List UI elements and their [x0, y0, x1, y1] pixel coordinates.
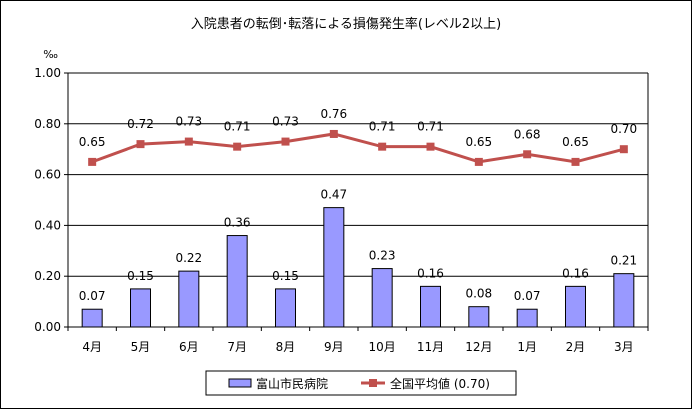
bar [226, 235, 248, 328]
line-marker [281, 137, 290, 146]
bar [275, 288, 296, 328]
bar [468, 306, 490, 328]
legend-bar-swatch [228, 378, 252, 388]
bar-series: 0.07 0.15 0.22 0.36 0.15 0.47 0.23 0.16 0.08 0.07… [79, 188, 637, 328]
y-tick-label: 1.00 [34, 66, 61, 80]
line-value-label: 0.71 [369, 120, 396, 134]
x-category-label: 9月 [324, 340, 344, 354]
bar [130, 288, 151, 328]
bar [613, 273, 635, 328]
x-category-label: 11月 [417, 340, 444, 354]
bar [420, 285, 441, 328]
legend-line-label: 全国平均値 (0.70) [390, 376, 490, 391]
legend: 富山市民病院 全国平均値 (0.70) [205, 370, 517, 396]
line-marker [184, 137, 193, 146]
x-category-label: 10月 [369, 340, 396, 354]
x-category-label: 8月 [276, 340, 296, 354]
line-value-label: 0.73 [175, 115, 202, 129]
gridlines [67, 72, 649, 328]
y-axis-ticks: 0.00 0.20 0.40 0.60 0.80 1.00 [34, 66, 68, 334]
line-value-label: 0.65 [465, 135, 492, 149]
bar-value-label: 0.47 [320, 188, 347, 202]
bar-value-label: 0.15 [127, 269, 154, 283]
bar [178, 270, 200, 328]
bar-value-label: 0.23 [369, 249, 396, 263]
bar-value-label: 0.15 [272, 269, 299, 283]
line-value-label: 0.68 [514, 127, 541, 141]
line-marker [571, 157, 580, 166]
bar [371, 268, 393, 328]
line-marker [619, 145, 628, 154]
y-tick-label: 0.00 [34, 320, 61, 334]
line-series: 0.65 0.72 0.73 0.71 0.73 0.76 0.71 0.71 0.65 0.68… [79, 107, 637, 166]
line-marker [523, 150, 532, 159]
bar-value-label: 0.08 [465, 287, 492, 301]
line-marker [426, 142, 435, 151]
line-value-label: 0.65 [562, 135, 589, 149]
line-value-label: 0.65 [79, 135, 106, 149]
bar-value-label: 0.16 [417, 266, 444, 280]
legend-line-marker [369, 379, 377, 387]
line-marker [88, 157, 97, 166]
bar-value-label: 0.16 [562, 266, 589, 280]
bar-value-label: 0.36 [224, 216, 251, 230]
x-category-label: 2月 [566, 340, 586, 354]
bar-value-label: 0.22 [175, 251, 202, 265]
x-category-label: 7月 [227, 340, 247, 354]
bar-value-label: 0.07 [514, 289, 541, 303]
y-tick-label: 0.80 [34, 117, 61, 131]
line-value-label: 0.71 [224, 120, 251, 134]
y-tick-label: 0.60 [34, 168, 61, 182]
bar-value-label: 0.07 [79, 289, 106, 303]
bar-value-label: 0.21 [610, 254, 637, 268]
line-value-label: 0.76 [320, 107, 347, 121]
x-category-label: 3月 [614, 340, 634, 354]
x-category-label: 5月 [131, 340, 151, 354]
x-axis-categories: 4月 5月 6月 7月 8月 9月 10月 11月 12月 1月 2月 3月 [67, 327, 649, 354]
line-value-label: 0.73 [272, 115, 299, 129]
bar [516, 308, 538, 328]
y-axis-unit: ‰ [43, 48, 58, 61]
legend-bar-label: 富山市民病院 [256, 376, 328, 391]
chart-title: 入院患者の転倒･転落による損傷発生率(レベル2以上) [191, 16, 502, 32]
bar [81, 308, 103, 328]
y-tick-label: 0.20 [34, 269, 61, 283]
line-value-label: 0.70 [610, 122, 637, 136]
x-category-label: 1月 [517, 340, 537, 354]
line-marker [136, 140, 145, 149]
line-marker [378, 142, 387, 151]
line-value-label: 0.72 [127, 117, 154, 131]
y-tick-label: 0.40 [34, 218, 61, 232]
line-marker [329, 129, 338, 138]
x-category-label: 6月 [179, 340, 199, 354]
line-marker [233, 142, 242, 151]
average-line [91, 132, 625, 164]
line-marker [474, 157, 483, 166]
bar [323, 207, 345, 328]
bar [565, 285, 586, 328]
line-value-label: 0.71 [417, 120, 444, 134]
x-category-label: 4月 [82, 340, 102, 354]
x-category-label: 12月 [465, 340, 492, 354]
